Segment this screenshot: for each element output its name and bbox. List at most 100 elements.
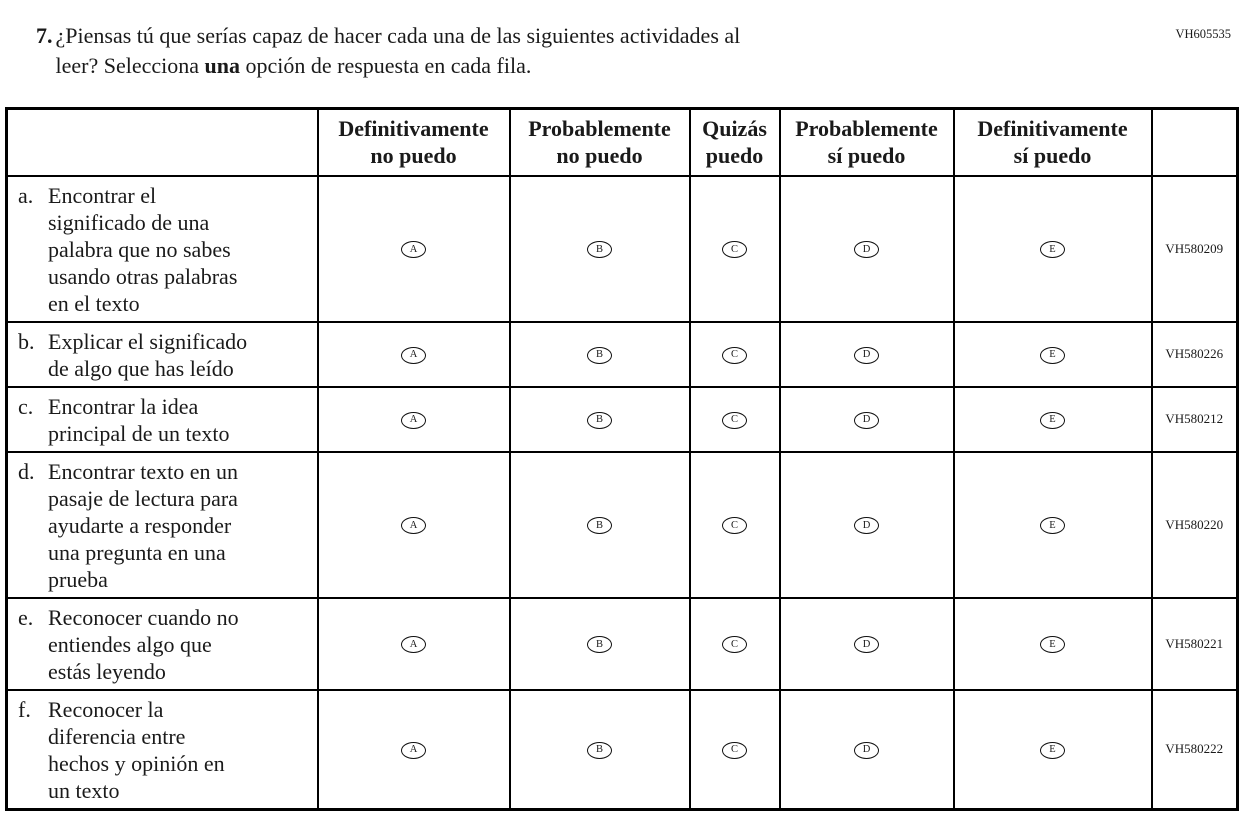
bubble-a-B[interactable]: B — [587, 241, 612, 259]
bubble-c-B[interactable]: B — [587, 411, 612, 429]
option-cell-a-B: B — [508, 174, 691, 323]
question-text-part1: ¿Piensas tú que serías capaz de hacer ca… — [55, 23, 741, 78]
table-row-a: a. Encontrar el significado de una palab… — [5, 174, 1239, 323]
option-cell-d-A: A — [316, 450, 511, 599]
question-text: ¿Piensas tú que serías capaz de hacer ca… — [56, 21, 741, 81]
header-empty-item — [5, 107, 319, 177]
option-cell-c-E: E — [952, 385, 1153, 453]
option-cell-f-C: C — [688, 688, 781, 810]
option-cell-b-E: E — [952, 320, 1153, 388]
accession-number: VH605535 — [1175, 27, 1231, 41]
item-letter-c: c. — [18, 393, 34, 419]
item-statement-d: Encontrar texto en un pasaje de lectura … — [48, 458, 238, 592]
question-text-part2: opción de respuesta en cada fila. — [240, 53, 532, 78]
bubble-b-D[interactable]: D — [854, 346, 879, 364]
option-cell-b-A: A — [316, 320, 511, 388]
option-cell-a-E: E — [952, 174, 1153, 323]
table-row-e: e. Reconocer cuando no entiendes algo qu… — [5, 596, 1239, 691]
option-cell-c-D: D — [778, 385, 955, 453]
bubble-a-A[interactable]: A — [401, 241, 426, 259]
option-cell-f-D: D — [778, 688, 955, 810]
option-cell-e-C: C — [688, 596, 781, 691]
bubble-e-B[interactable]: B — [587, 636, 612, 654]
option-cell-f-E: E — [952, 688, 1153, 810]
bubble-e-D[interactable]: D — [854, 636, 879, 654]
table-row-d: d. Encontrar texto en un pasaje de lectu… — [5, 450, 1239, 599]
header-definitivamente-si-puedo: Definitivamente sí puedo — [952, 107, 1153, 177]
bubble-f-C[interactable]: C — [722, 741, 747, 759]
item-code-d: VH580220 — [1150, 450, 1239, 599]
response-matrix-table: Definitivamente no puedo Probablemente n… — [5, 107, 1239, 811]
bubble-b-E[interactable]: E — [1040, 346, 1065, 364]
item-text-a: a. Encontrar el significado de una palab… — [5, 174, 319, 323]
header-empty-code — [1150, 107, 1239, 177]
item-text-f: f. Reconocer la diferencia entre hechos … — [5, 688, 319, 810]
option-cell-f-A: A — [316, 688, 511, 810]
option-cell-d-D: D — [778, 450, 955, 599]
bubble-e-A[interactable]: A — [401, 636, 426, 654]
item-code-b: VH580226 — [1150, 320, 1239, 388]
bubble-d-A[interactable]: A — [401, 517, 426, 535]
bubble-b-A[interactable]: A — [401, 346, 426, 364]
bubble-a-C[interactable]: C — [722, 241, 747, 259]
header-probablemente-si-puedo: Probablemente sí puedo — [778, 107, 955, 177]
item-letter-d: d. — [18, 458, 35, 484]
item-statement-e: Reconocer cuando no entiendes algo que e… — [48, 604, 239, 684]
bubble-b-C[interactable]: C — [722, 346, 747, 364]
bubble-d-E[interactable]: E — [1040, 517, 1065, 535]
option-cell-a-C: C — [688, 174, 781, 323]
item-text-b: b. Explicar el significado de algo que h… — [5, 320, 319, 388]
bubble-f-A[interactable]: A — [401, 741, 426, 759]
item-statement-c: Encontrar la idea principal de un texto — [48, 393, 230, 446]
bubble-e-E[interactable]: E — [1040, 636, 1065, 654]
table-row-b: b. Explicar el significado de algo que h… — [5, 320, 1239, 388]
bubble-e-C[interactable]: C — [722, 636, 747, 654]
item-letter-f: f. — [18, 696, 31, 722]
item-text-d: d. Encontrar texto en un pasaje de lectu… — [5, 450, 319, 599]
option-cell-f-B: B — [508, 688, 691, 810]
option-cell-e-B: B — [508, 596, 691, 691]
item-code-a: VH580209 — [1150, 174, 1239, 323]
item-letter-a: a. — [18, 182, 34, 208]
item-code-e: VH580221 — [1150, 596, 1239, 691]
option-cell-c-A: A — [316, 385, 511, 453]
bubble-c-C[interactable]: C — [722, 411, 747, 429]
option-cell-b-B: B — [508, 320, 691, 388]
bubble-a-D[interactable]: D — [854, 241, 879, 259]
table-row-c: c. Encontrar la idea principal de un tex… — [5, 385, 1239, 453]
bubble-c-E[interactable]: E — [1040, 411, 1065, 429]
bubble-d-C[interactable]: C — [722, 517, 747, 535]
header-quizas-puedo: Quizás puedo — [688, 107, 781, 177]
option-cell-c-B: B — [508, 385, 691, 453]
bubble-c-D[interactable]: D — [854, 411, 879, 429]
bubble-f-B[interactable]: B — [587, 741, 612, 759]
header-row: Definitivamente no puedo Probablemente n… — [5, 107, 1239, 177]
option-cell-e-E: E — [952, 596, 1153, 691]
bubble-f-D[interactable]: D — [854, 741, 879, 759]
item-letter-b: b. — [18, 328, 35, 354]
bubble-f-E[interactable]: E — [1040, 741, 1065, 759]
header-probablemente-no-puedo: Probablemente no puedo — [508, 107, 691, 177]
option-cell-e-A: A — [316, 596, 511, 691]
question-bold-word: una — [204, 53, 240, 78]
question-number: 7. — [36, 23, 53, 48]
option-cell-e-D: D — [778, 596, 955, 691]
item-statement-b: Explicar el significado de algo que has … — [48, 328, 248, 381]
item-code-f: VH580222 — [1150, 688, 1239, 810]
option-cell-d-C: C — [688, 450, 781, 599]
bubble-d-D[interactable]: D — [854, 517, 879, 535]
option-cell-d-E: E — [952, 450, 1153, 599]
option-cell-a-D: D — [778, 174, 955, 323]
item-letter-e: e. — [18, 604, 34, 630]
table-row-f: f. Reconocer la diferencia entre hechos … — [5, 688, 1239, 810]
option-cell-b-C: C — [688, 320, 781, 388]
bubble-d-B[interactable]: B — [587, 517, 612, 535]
bubble-a-E[interactable]: E — [1040, 241, 1065, 259]
bubble-b-B[interactable]: B — [587, 346, 612, 364]
option-cell-a-A: A — [316, 174, 511, 323]
bubble-c-A[interactable]: A — [401, 411, 426, 429]
item-text-e: e. Reconocer cuando no entiendes algo qu… — [5, 596, 319, 691]
question-7: 7. ¿Piensas tú que serías capaz de hacer… — [36, 21, 1241, 81]
option-cell-d-B: B — [508, 450, 691, 599]
item-statement-f: Reconocer la diferencia entre hechos y o… — [48, 696, 225, 803]
